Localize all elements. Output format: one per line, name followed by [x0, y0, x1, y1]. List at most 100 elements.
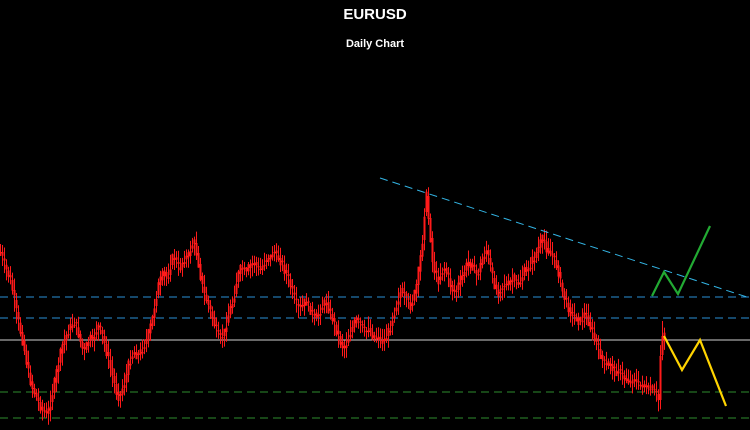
candle-body [521, 277, 524, 282]
candle-body [55, 369, 58, 383]
candle-body [1, 252, 4, 256]
candle-body [339, 336, 342, 345]
candle-body [373, 335, 376, 338]
candle-body [225, 327, 228, 332]
candle-body [189, 251, 192, 256]
candle-body [17, 312, 20, 320]
candle-body [19, 322, 22, 334]
candle-body [235, 283, 238, 294]
candle-body [585, 312, 588, 315]
candle-body [101, 330, 104, 335]
candle-body [9, 275, 12, 278]
candle-body [539, 239, 542, 248]
candle-body [465, 262, 468, 271]
candle-body [71, 326, 74, 328]
candle-body [251, 262, 254, 266]
candle-body [557, 265, 560, 277]
candle-body [357, 318, 360, 320]
candle-body [509, 280, 512, 285]
candle-body [597, 343, 600, 345]
candle-body [387, 327, 390, 336]
candle-body [263, 264, 266, 267]
candle-body [3, 258, 6, 261]
candle-body [63, 339, 66, 345]
candle-body [43, 410, 46, 412]
candle-body [273, 252, 276, 254]
candle-body [571, 312, 574, 314]
candle-body [621, 372, 624, 375]
candle-body [381, 340, 384, 344]
candle-body [219, 332, 222, 335]
candle-body [617, 371, 620, 374]
candle-body [545, 241, 548, 253]
candle-body [555, 260, 558, 269]
candle-body [657, 394, 660, 401]
candle-body [159, 276, 162, 285]
candle-body [573, 314, 576, 317]
candle-body [349, 334, 352, 338]
candle-body [161, 271, 164, 281]
candle-body [479, 262, 482, 273]
price-candles [0, 187, 666, 425]
candle-body [353, 319, 356, 328]
candle-body [493, 278, 496, 290]
candle-body [103, 336, 106, 344]
candle-body [57, 365, 60, 372]
candle-body [47, 408, 50, 414]
candle-body [283, 264, 286, 275]
candle-body [485, 250, 488, 254]
candle-body [591, 327, 594, 330]
candle-body [7, 270, 10, 277]
candle-body [419, 255, 422, 272]
candle-body [367, 330, 370, 333]
candle-body [421, 243, 424, 257]
candle-body [321, 307, 324, 310]
candle-body [185, 255, 188, 260]
candle-body [391, 320, 394, 326]
candle-body [405, 293, 408, 296]
candle-body [195, 243, 198, 256]
candle-body [129, 363, 132, 366]
candle-body [543, 239, 546, 242]
candle-body [123, 385, 126, 388]
candle-body [33, 388, 36, 395]
candle-body [581, 320, 584, 323]
candle-body [295, 298, 298, 301]
candle-body [51, 395, 54, 402]
projection-paths [651, 225, 728, 407]
candle-body [627, 379, 630, 384]
candle-body [233, 298, 236, 303]
candle-body [179, 267, 182, 271]
candle-body [79, 334, 82, 342]
candle-body [547, 248, 550, 254]
candle-body [389, 330, 392, 333]
candle-body [115, 384, 118, 395]
candle-body [607, 361, 610, 366]
candle-body [249, 264, 252, 268]
candle-body [203, 286, 206, 294]
candle-body [343, 346, 346, 349]
candle-body [67, 333, 70, 336]
candle-body [505, 283, 508, 286]
candle-body [643, 384, 646, 388]
candle-body [477, 274, 480, 276]
candle-body [463, 271, 466, 276]
candle-body [523, 267, 526, 276]
candle-body [287, 274, 290, 277]
candle-body [35, 392, 38, 397]
candle-body [559, 272, 562, 279]
candle-body [407, 298, 410, 300]
candle-body [423, 216, 426, 240]
candle-body [335, 324, 338, 336]
candle-body [191, 245, 194, 249]
candle-body [351, 327, 354, 332]
candle-body [519, 282, 522, 285]
candle-body [447, 272, 450, 275]
candle-body [467, 261, 470, 266]
candle-body [119, 394, 122, 396]
candle-body [599, 349, 602, 360]
candle-body [341, 342, 344, 349]
candle-body [471, 263, 474, 271]
candle-body [383, 338, 386, 342]
